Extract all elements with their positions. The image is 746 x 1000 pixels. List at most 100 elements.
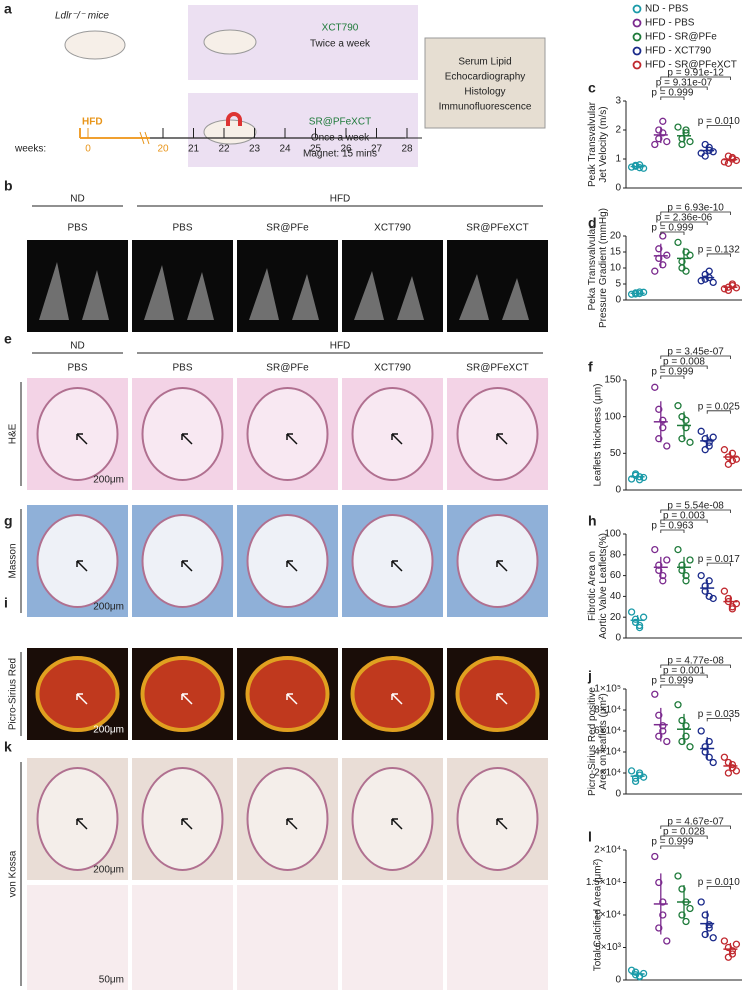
p-value: p = 0.999 (651, 223, 693, 234)
schedule-label: Once a week (311, 133, 370, 144)
data-point (659, 261, 667, 269)
data-point (720, 587, 729, 595)
data-point (659, 727, 667, 735)
arrow (286, 818, 298, 830)
data-point (659, 129, 667, 137)
endpoint: Echocardiography (445, 72, 526, 83)
data-point (655, 878, 663, 887)
p-value: p = 0.999 (651, 88, 693, 99)
panel-letter: a (4, 1, 12, 17)
data-point (720, 937, 729, 945)
row-label: Picro-Sirius Red (8, 658, 19, 730)
data-point (627, 767, 636, 775)
data-point (678, 716, 686, 725)
data-point (728, 950, 737, 958)
week-label: 27 (371, 144, 383, 155)
p-value: p = 0.999 (651, 676, 693, 687)
y-tick-label: 0 (615, 633, 621, 644)
column-label: SR@PFeXCT (466, 363, 528, 374)
column-label: SR@PFe (266, 363, 309, 374)
data-point (705, 737, 713, 746)
data-point (659, 416, 667, 424)
p-value: p = 2.36e-06 (656, 213, 713, 224)
y-tick-label: 20 (610, 231, 622, 242)
data-point (705, 438, 713, 446)
data-point (686, 743, 694, 751)
scale-bar-label: 200μm (93, 865, 124, 876)
data-point (709, 148, 717, 156)
data-point (651, 545, 659, 554)
data-point (697, 427, 705, 435)
column-label: XCT790 (374, 223, 411, 234)
week-label: 22 (218, 144, 230, 155)
panel-letter: h (588, 513, 597, 529)
p-value: p = 0.010 (698, 116, 740, 127)
y-tick-label: 4×10⁴ (594, 747, 621, 758)
schedule-label: Twice a week (310, 39, 371, 50)
significance-bracket (660, 231, 685, 235)
doppler-peak (459, 274, 529, 320)
data-point (697, 727, 705, 735)
data-point (674, 545, 682, 554)
arrow (391, 818, 403, 830)
significance-bracket (660, 375, 685, 379)
significance-bracket (706, 410, 731, 414)
zoom-image (27, 885, 128, 990)
endpoint: Serum Lipid (458, 57, 511, 68)
data-point (701, 275, 709, 283)
y-axis-label: Total Calcified Area (μm²) (593, 859, 604, 971)
data-point (635, 164, 644, 172)
significance-bracket (660, 835, 708, 839)
data-point (627, 608, 636, 616)
data-point (639, 288, 648, 296)
y-axis-label: Peak Transvalvular (587, 101, 598, 187)
p-value: p = 0.028 (663, 827, 705, 838)
data-point (682, 577, 690, 585)
data-point (686, 137, 694, 146)
data-point (631, 971, 640, 979)
data-point (655, 435, 663, 443)
week-label: 28 (401, 144, 413, 155)
magnet-label: Magnet: 15 mins (303, 149, 377, 160)
diet-label: HFD (82, 117, 103, 128)
data-point (697, 898, 705, 906)
arrow (286, 433, 298, 445)
y-axis-label: Pressure Gradient (mmHg) (598, 208, 609, 328)
arrow (286, 560, 298, 572)
data-point (659, 571, 667, 580)
y-tick-label: 0 (615, 295, 621, 306)
legend-marker (632, 18, 642, 28)
doppler-peak (39, 262, 109, 320)
data-point (720, 753, 729, 761)
data-point (728, 760, 737, 769)
data-point (701, 911, 709, 919)
significance-bracket (660, 519, 708, 523)
significance-bracket (706, 562, 731, 567)
p-value: p = 9.91e-12 (667, 68, 724, 79)
zoom-image (132, 885, 233, 990)
data-point (701, 435, 709, 443)
y-tick-label: 6×10⁴ (594, 726, 621, 737)
y-tick-label: 0 (615, 789, 621, 800)
y-tick-label: 15 (610, 247, 622, 258)
data-point (639, 164, 648, 172)
arrow (496, 818, 508, 830)
significance-bracket (660, 529, 685, 533)
column-label: SR@PFeXCT (466, 223, 528, 234)
data-point (682, 126, 690, 134)
arrow (391, 433, 403, 445)
data-point (659, 722, 667, 730)
arrow (286, 693, 298, 705)
data-point (674, 872, 682, 880)
p-value: p = 0.999 (651, 837, 693, 848)
column-label: PBS (172, 223, 192, 234)
data-point (709, 433, 717, 441)
scale-bar-label: 50μm (99, 975, 124, 986)
p-value: p = 4.67e-07 (667, 817, 724, 828)
week-label: 26 (340, 144, 352, 155)
data-point (651, 852, 659, 861)
significance-bracket (660, 86, 708, 90)
y-tick-label: 3 (615, 96, 621, 107)
data-point (720, 446, 729, 454)
